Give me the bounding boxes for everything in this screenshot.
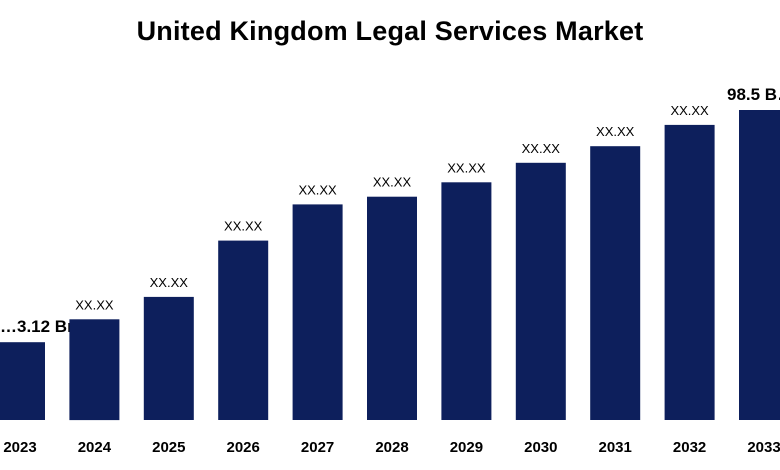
x-tick-2033: 2033 [747, 439, 780, 456]
x-tick-2030: 2030 [524, 439, 557, 456]
bar-2032 [664, 124, 715, 421]
data-label-2025: XX.XX [150, 275, 189, 290]
data-label-2031: XX.XX [596, 124, 635, 139]
bar-2024 [69, 319, 120, 421]
bar-2025 [143, 296, 194, 420]
x-tick-2023: 2023 [3, 439, 36, 456]
data-label-2028: XX.XX [373, 175, 412, 190]
data-label-2033: 98.5 B… [727, 85, 780, 104]
data-label-2030: XX.XX [522, 141, 561, 156]
x-tick-2031: 2031 [599, 439, 632, 456]
bar-2028 [367, 196, 417, 420]
chart-title: United Kingdom Legal Services Market [136, 16, 644, 46]
x-tick-2029: 2029 [450, 439, 483, 456]
bar-2031 [590, 146, 641, 420]
data-label-2023: …3.12 Bn [0, 317, 77, 336]
bar-2023 [0, 342, 45, 420]
bar-2029 [441, 182, 492, 420]
x-tick-2027: 2027 [301, 439, 334, 456]
data-label-2029: XX.XX [447, 160, 486, 175]
data-label-2024: XX.XX [75, 297, 114, 312]
data-label-2027: XX.XX [298, 182, 337, 197]
data-label-2026: XX.XX [224, 219, 263, 234]
bar-2026 [218, 240, 269, 420]
data-label-2032: XX.XX [670, 103, 709, 118]
bar-2030 [515, 162, 566, 421]
bar-2033 [739, 110, 780, 420]
x-tick-2024: 2024 [78, 439, 112, 456]
x-tick-2026: 2026 [227, 439, 260, 456]
x-tick-2025: 2025 [152, 439, 185, 456]
x-tick-2032: 2032 [673, 439, 706, 456]
x-tick-2028: 2028 [375, 439, 408, 456]
bar-2027 [292, 204, 343, 420]
